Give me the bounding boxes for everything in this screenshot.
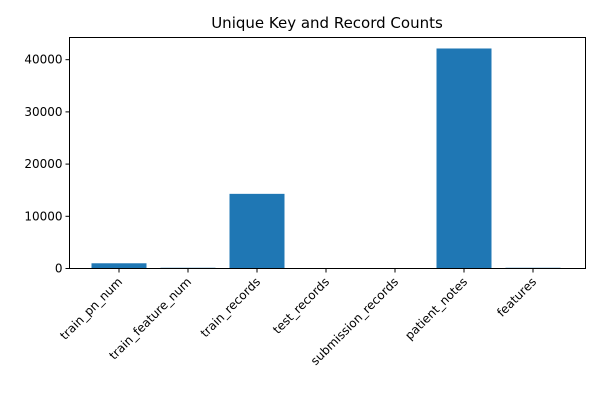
bar-train_records <box>229 193 285 269</box>
x-tick-label-test_records: test_records <box>270 275 332 337</box>
bar-train_pn_num <box>91 263 147 269</box>
y-tick-label-20000: 20000 <box>24 157 62 171</box>
x-tick-label-features: features <box>494 275 539 320</box>
y-tick-label-10000: 10000 <box>24 209 62 223</box>
bars-group <box>91 48 561 269</box>
chart-title: Unique Key and Record Counts <box>211 14 443 32</box>
x-tick-label-patient_notes: patient_notes <box>402 275 470 343</box>
bar-patient_notes <box>436 48 492 269</box>
plot-frame <box>69 37 586 269</box>
x-tick-label-train_records: train_records <box>198 275 263 340</box>
y-tick-label-30000: 30000 <box>24 105 62 119</box>
y-tick-label-0: 0 <box>55 262 63 276</box>
y-axis: 0 10000 20000 30000 40000 <box>24 53 70 276</box>
y-tick-label-40000: 40000 <box>24 53 62 67</box>
x-tick-label-train_pn_num: train_pn_num <box>57 275 125 343</box>
